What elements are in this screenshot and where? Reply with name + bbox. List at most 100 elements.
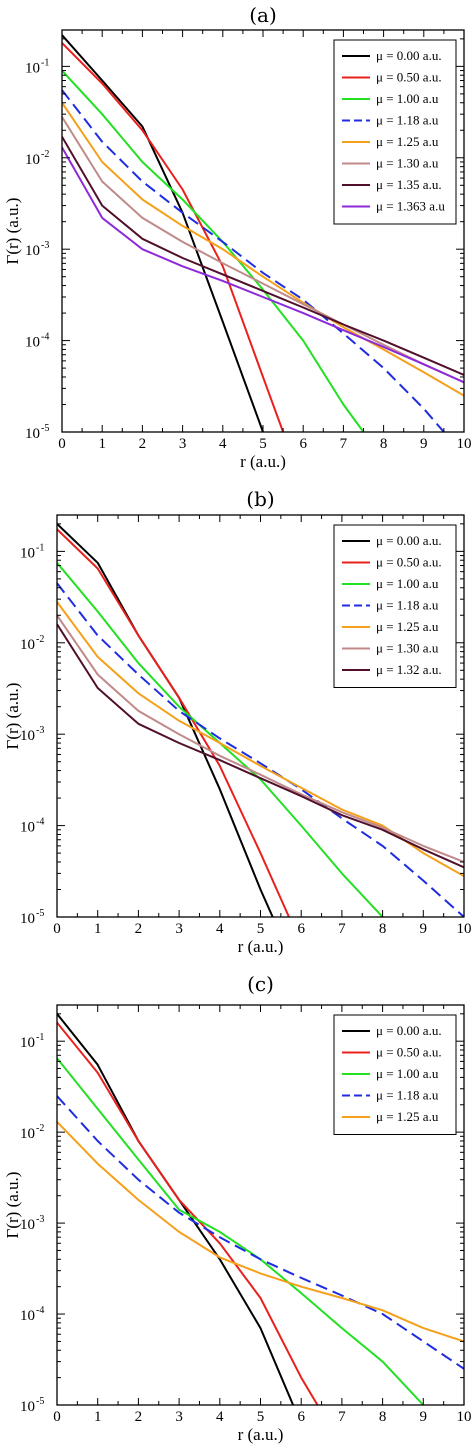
- series-line-5: [62, 116, 464, 384]
- legend-label: μ = 1.363 a.u: [376, 199, 445, 214]
- x-axis-label: r (a.u.): [240, 452, 286, 471]
- legend-label: μ = 1.25 a.u: [376, 1109, 439, 1124]
- legend-label: μ = 1.18 a.u: [376, 598, 439, 613]
- x-tick-label: 7: [338, 1409, 346, 1425]
- legend: μ = 0.00 a.u. μ = 0.50 a.u. μ = 1.00 a.u μ …: [333, 39, 457, 225]
- y-tick-label: 10: [25, 152, 40, 168]
- x-tick-label: 6: [297, 1409, 305, 1425]
- x-tick-label: 5: [257, 921, 265, 937]
- x-tick-label: 6: [297, 921, 305, 937]
- y-axis-label: Γ(r) (a.u.): [3, 1172, 22, 1239]
- x-tick-label: 1: [94, 1409, 102, 1425]
- x-tick-label: 8: [380, 436, 388, 452]
- x-tick-label: 2: [139, 436, 147, 452]
- series-line-3: [57, 1095, 464, 1370]
- legend-label: μ = 1.00 a.u: [376, 91, 439, 106]
- series-group: [57, 1013, 464, 1405]
- series-line-4: [57, 1121, 464, 1343]
- legend-label: μ = 1.25 a.u: [376, 134, 439, 149]
- legend-label: μ = 1.25 a.u: [376, 619, 439, 634]
- x-tick-label: 7: [338, 921, 346, 937]
- legend-label: μ = 0.00 a.u.: [376, 533, 442, 548]
- panel-label: (a): [249, 3, 277, 27]
- y-tick-exponent: -1: [36, 1032, 44, 1043]
- y-tick-label: 10: [20, 1399, 35, 1415]
- legend-label: μ = 1.00 a.u: [376, 1066, 439, 1081]
- y-tick-exponent: -5: [41, 423, 49, 434]
- x-tick-label: 1: [94, 921, 102, 937]
- x-tick-label: 9: [420, 1409, 428, 1425]
- y-tick-label: 10: [20, 1217, 35, 1233]
- y-tick-exponent: -4: [36, 817, 44, 828]
- x-tick-label: 3: [175, 921, 183, 937]
- legend-label: μ = 1.30 a.u: [376, 156, 439, 171]
- legend: μ = 0.00 a.u. μ = 0.50 a.u. μ = 1.00 a.u μ …: [333, 1014, 457, 1135]
- panel-label: (b): [246, 487, 274, 511]
- y-tick-exponent: -3: [41, 240, 49, 251]
- legend-label: μ = 0.00 a.u.: [376, 48, 442, 63]
- series-line-0: [62, 34, 264, 432]
- x-tick-label: 7: [340, 436, 348, 452]
- x-tick-label: 1: [98, 436, 106, 452]
- series-line-7: [62, 146, 464, 384]
- x-tick-label: 9: [420, 436, 428, 452]
- x-tick-label: 10: [457, 921, 472, 937]
- x-tick-label: 0: [53, 921, 61, 937]
- series-line-5: [57, 614, 464, 863]
- y-tick-label: 10: [20, 728, 35, 744]
- y-tick-exponent: -2: [36, 1123, 44, 1134]
- x-tick-label: 10: [457, 1409, 472, 1425]
- y-tick-label: 10: [25, 60, 40, 76]
- y-tick-label: 10: [25, 335, 40, 351]
- y-tick-exponent: -4: [36, 1305, 44, 1316]
- y-axis-label: Γ(r) (a.u.): [3, 683, 22, 750]
- y-tick-label: 10: [20, 1126, 35, 1142]
- y-tick-exponent: -4: [41, 332, 49, 343]
- x-tick-label: 4: [216, 1409, 224, 1425]
- legend-label: μ = 0.50 a.u.: [376, 555, 442, 570]
- y-tick-label: 10: [20, 1035, 35, 1051]
- y-tick-label: 10: [20, 545, 35, 561]
- y-tick-label: 10: [25, 426, 40, 442]
- series-group: [57, 523, 464, 917]
- series-line-6: [62, 136, 464, 376]
- x-tick-label: 5: [259, 436, 267, 452]
- legend-label: μ = 0.50 a.u.: [376, 70, 442, 85]
- legend-label: μ = 0.50 a.u.: [376, 1045, 442, 1060]
- x-tick-label: 0: [58, 436, 66, 452]
- panel-label: (c): [247, 972, 274, 996]
- y-tick-exponent: -3: [36, 1214, 44, 1225]
- x-tick-label: 5: [257, 1409, 265, 1425]
- series-line-6: [57, 623, 464, 869]
- series-line-1: [62, 42, 285, 432]
- y-tick-exponent: -2: [41, 149, 49, 160]
- x-tick-label: 8: [379, 1409, 387, 1425]
- legend-label: μ = 1.30 a.u: [376, 641, 439, 656]
- y-tick-exponent: -5: [36, 1396, 44, 1407]
- y-tick-exponent: -1: [36, 542, 44, 553]
- y-tick-exponent: -2: [36, 634, 44, 645]
- x-tick-label: 4: [216, 921, 224, 937]
- legend: μ = 0.00 a.u. μ = 0.50 a.u. μ = 1.00 a.u μ …: [333, 524, 457, 688]
- series-line-3: [57, 582, 464, 917]
- series-group: [62, 34, 464, 432]
- series-line-2: [62, 69, 365, 432]
- y-tick-label: 10: [20, 637, 35, 653]
- legend-label: μ = 1.32 a.u.: [376, 662, 442, 677]
- x-tick-label: 8: [379, 921, 387, 937]
- series-line-0: [57, 523, 274, 917]
- series-line-1: [57, 528, 290, 917]
- x-tick-label: 0: [53, 1409, 61, 1425]
- x-tick-label: 3: [179, 436, 187, 452]
- legend-label: μ = 1.18 a.u: [376, 1088, 439, 1103]
- x-tick-label: 2: [135, 1409, 143, 1425]
- series-line-3: [62, 89, 445, 432]
- x-axis-label: r (a.u.): [238, 1425, 284, 1444]
- y-tick-exponent: -3: [36, 725, 44, 736]
- y-tick-label: 10: [25, 243, 40, 259]
- y-tick-label: 10: [20, 820, 35, 836]
- legend-box: [333, 39, 457, 225]
